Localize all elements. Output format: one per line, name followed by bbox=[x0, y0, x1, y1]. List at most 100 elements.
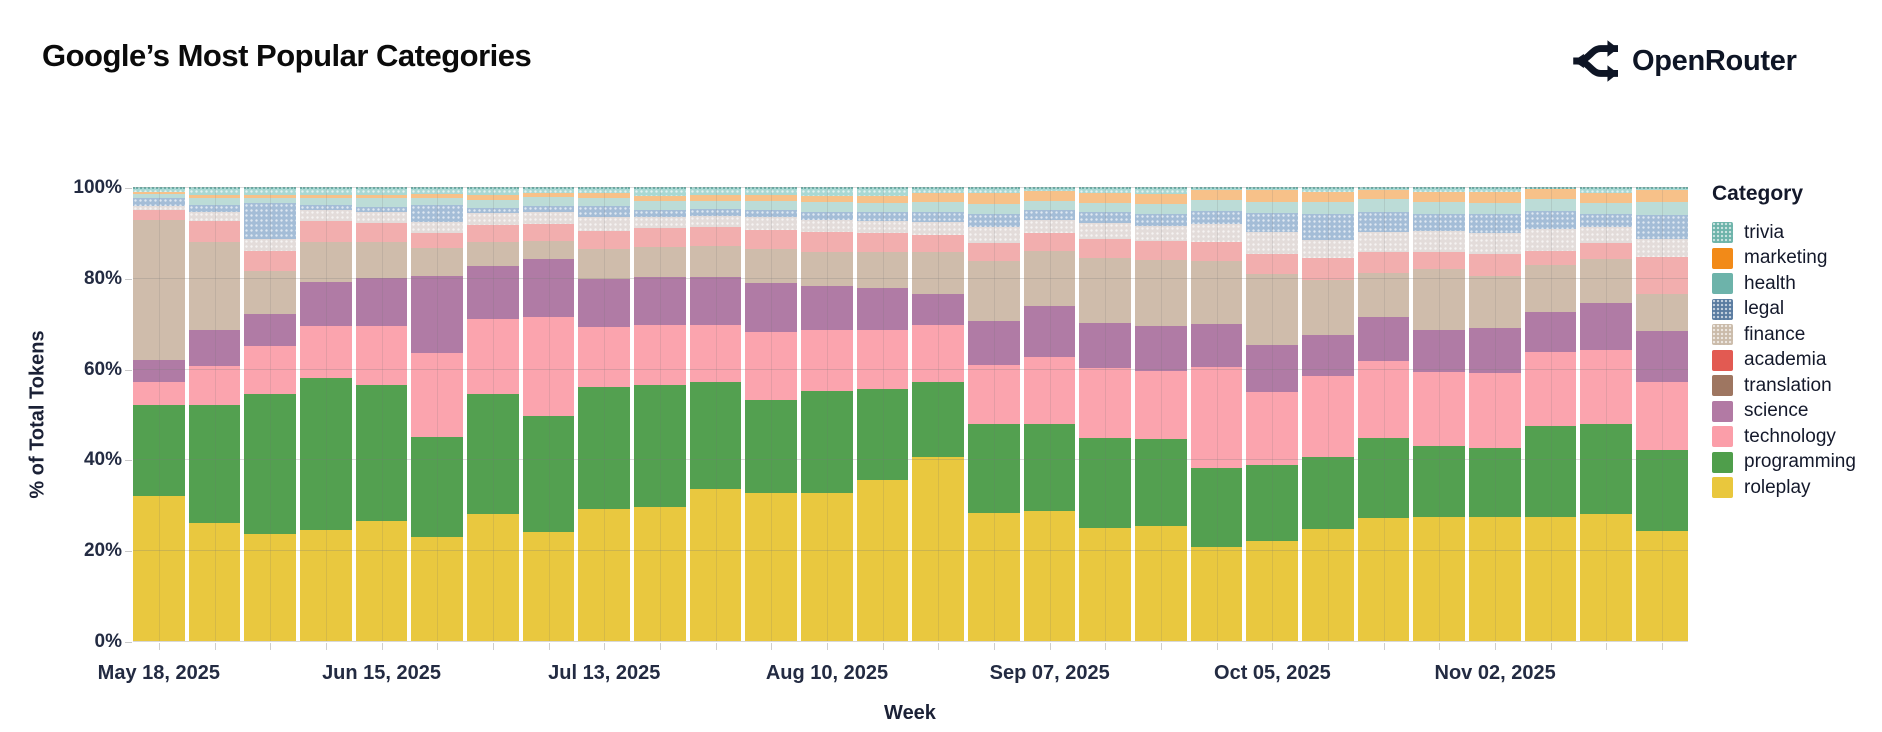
bar-segment-trivia[interactable] bbox=[1302, 187, 1354, 192]
bar-segment-academia[interactable] bbox=[912, 234, 965, 252]
bar-segment-marketing[interactable] bbox=[467, 195, 519, 200]
bar-segment-finance[interactable] bbox=[1246, 232, 1299, 254]
bar-segment-trivia[interactable] bbox=[467, 187, 519, 196]
bar-segment-trivia[interactable] bbox=[522, 187, 575, 194]
bar-segment-health[interactable] bbox=[689, 200, 742, 209]
bar-segment-trivia[interactable] bbox=[634, 187, 686, 197]
bar-segment-health[interactable] bbox=[1246, 201, 1299, 214]
legend-item-roleplay[interactable]: roleplay bbox=[1712, 475, 1880, 501]
bar-segment-academia[interactable] bbox=[1469, 254, 1521, 277]
bar-segment-academia[interactable] bbox=[467, 224, 519, 242]
bar-segment-technology[interactable] bbox=[1580, 350, 1633, 424]
bar-segment-academia[interactable] bbox=[968, 242, 1020, 262]
bar-segment-academia[interactable] bbox=[1580, 243, 1633, 260]
bar-segment-finance[interactable] bbox=[1469, 232, 1521, 255]
bar-segment-legal[interactable] bbox=[1357, 212, 1410, 232]
bar-segment-legal[interactable] bbox=[745, 210, 798, 218]
bar-segment-trivia[interactable] bbox=[912, 187, 965, 193]
bar-segment-roleplay[interactable] bbox=[1580, 514, 1633, 641]
bar-segment-programming[interactable] bbox=[1135, 438, 1187, 527]
bar-segment-technology[interactable] bbox=[1246, 391, 1299, 466]
bar-segment-trivia[interactable] bbox=[745, 187, 798, 196]
bar-segment-science[interactable] bbox=[578, 278, 631, 327]
bar-segment-marketing[interactable] bbox=[689, 195, 742, 201]
bar-segment-finance[interactable] bbox=[1135, 226, 1187, 241]
bar-segment-technology[interactable] bbox=[634, 324, 686, 385]
bar-segment-academia[interactable] bbox=[1023, 232, 1076, 252]
bar-segment-academia[interactable] bbox=[244, 250, 297, 272]
bar-segment-finance[interactable] bbox=[244, 239, 297, 251]
bar-segment-academia[interactable] bbox=[1357, 252, 1410, 274]
bar-segment-academia[interactable] bbox=[1246, 253, 1299, 275]
bar-segment-translation[interactable] bbox=[1135, 259, 1187, 326]
bar-segment-science[interactable] bbox=[1302, 334, 1354, 377]
bar-segment-health[interactable] bbox=[1302, 202, 1354, 215]
bar-segment-technology[interactable] bbox=[968, 365, 1020, 424]
bar-segment-trivia[interactable] bbox=[1079, 187, 1132, 193]
bar-segment-translation[interactable] bbox=[411, 248, 464, 276]
bar-week-nov-16[interactable] bbox=[1580, 187, 1633, 641]
bar-segment-translation[interactable] bbox=[856, 252, 909, 288]
bar-segment-marketing[interactable] bbox=[578, 193, 631, 198]
bar-segment-roleplay[interactable] bbox=[1469, 516, 1521, 641]
bar-segment-programming[interactable] bbox=[745, 400, 798, 494]
bar-segment-trivia[interactable] bbox=[1190, 187, 1243, 190]
legend-item-trivia[interactable]: trivia bbox=[1712, 220, 1880, 246]
bar-segment-programming[interactable] bbox=[801, 391, 853, 494]
bar-segment-marketing[interactable] bbox=[1469, 191, 1521, 203]
bar-segment-academia[interactable] bbox=[133, 209, 185, 220]
bar-segment-legal[interactable] bbox=[244, 202, 297, 240]
bar-segment-trivia[interactable] bbox=[244, 187, 297, 195]
bar-segment-finance[interactable] bbox=[578, 217, 631, 231]
bar-segment-legal[interactable] bbox=[133, 197, 185, 207]
legend-item-academia[interactable]: academia bbox=[1712, 348, 1880, 374]
bar-segment-health[interactable] bbox=[467, 199, 519, 208]
legend-item-marketing[interactable]: marketing bbox=[1712, 246, 1880, 272]
bar-segment-marketing[interactable] bbox=[1190, 189, 1243, 201]
bar-segment-technology[interactable] bbox=[578, 326, 631, 387]
bar-segment-marketing[interactable] bbox=[856, 196, 909, 204]
bar-segment-programming[interactable] bbox=[1246, 465, 1299, 542]
bar-segment-health[interactable] bbox=[634, 200, 686, 210]
legend-item-health[interactable]: health bbox=[1712, 271, 1880, 297]
bar-segment-marketing[interactable] bbox=[1636, 189, 1688, 203]
bar-segment-translation[interactable] bbox=[1413, 268, 1466, 331]
bar-segment-legal[interactable] bbox=[1079, 212, 1132, 224]
bar-segment-roleplay[interactable] bbox=[1524, 516, 1577, 641]
bar-week-nov-02[interactable] bbox=[1469, 187, 1521, 641]
bar-segment-science[interactable] bbox=[1357, 316, 1410, 362]
bar-segment-health[interactable] bbox=[1580, 202, 1633, 214]
bar-segment-technology[interactable] bbox=[1023, 357, 1076, 425]
bar-segment-academia[interactable] bbox=[634, 228, 686, 247]
bar-segment-technology[interactable] bbox=[1524, 351, 1577, 426]
bar-week-aug-10[interactable] bbox=[801, 187, 853, 641]
bar-segment-marketing[interactable] bbox=[1357, 189, 1410, 200]
bar-week-jun-01[interactable] bbox=[244, 187, 297, 641]
bar-segment-finance[interactable] bbox=[1079, 223, 1132, 240]
bar-segment-health[interactable] bbox=[1023, 200, 1076, 210]
bar-segment-programming[interactable] bbox=[1413, 445, 1466, 517]
bar-segment-academia[interactable] bbox=[1079, 239, 1132, 259]
bar-segment-science[interactable] bbox=[1524, 311, 1577, 352]
bar-segment-technology[interactable] bbox=[1357, 361, 1410, 438]
bar-segment-roleplay[interactable] bbox=[912, 457, 965, 641]
bar-segment-programming[interactable] bbox=[1190, 467, 1243, 548]
bar-segment-science[interactable] bbox=[522, 259, 575, 318]
bar-segment-science[interactable] bbox=[355, 277, 408, 326]
bar-segment-legal[interactable] bbox=[1135, 214, 1187, 227]
bar-segment-roleplay[interactable] bbox=[689, 488, 742, 641]
bar-segment-translation[interactable] bbox=[522, 241, 575, 260]
bar-segment-translation[interactable] bbox=[1580, 259, 1633, 303]
bar-segment-technology[interactable] bbox=[1302, 376, 1354, 458]
bar-segment-translation[interactable] bbox=[1636, 294, 1688, 331]
bar-segment-programming[interactable] bbox=[1469, 447, 1521, 517]
bar-segment-translation[interactable] bbox=[1023, 251, 1076, 306]
bar-segment-science[interactable] bbox=[1190, 323, 1243, 367]
bar-segment-translation[interactable] bbox=[745, 249, 798, 284]
bar-segment-health[interactable] bbox=[1079, 203, 1132, 213]
bar-segment-technology[interactable] bbox=[1079, 368, 1132, 438]
bar-segment-academia[interactable] bbox=[578, 230, 631, 249]
bar-segment-programming[interactable] bbox=[1524, 425, 1577, 517]
bar-week-sep-07[interactable] bbox=[1023, 187, 1076, 641]
bar-week-jul-06[interactable] bbox=[522, 187, 575, 641]
